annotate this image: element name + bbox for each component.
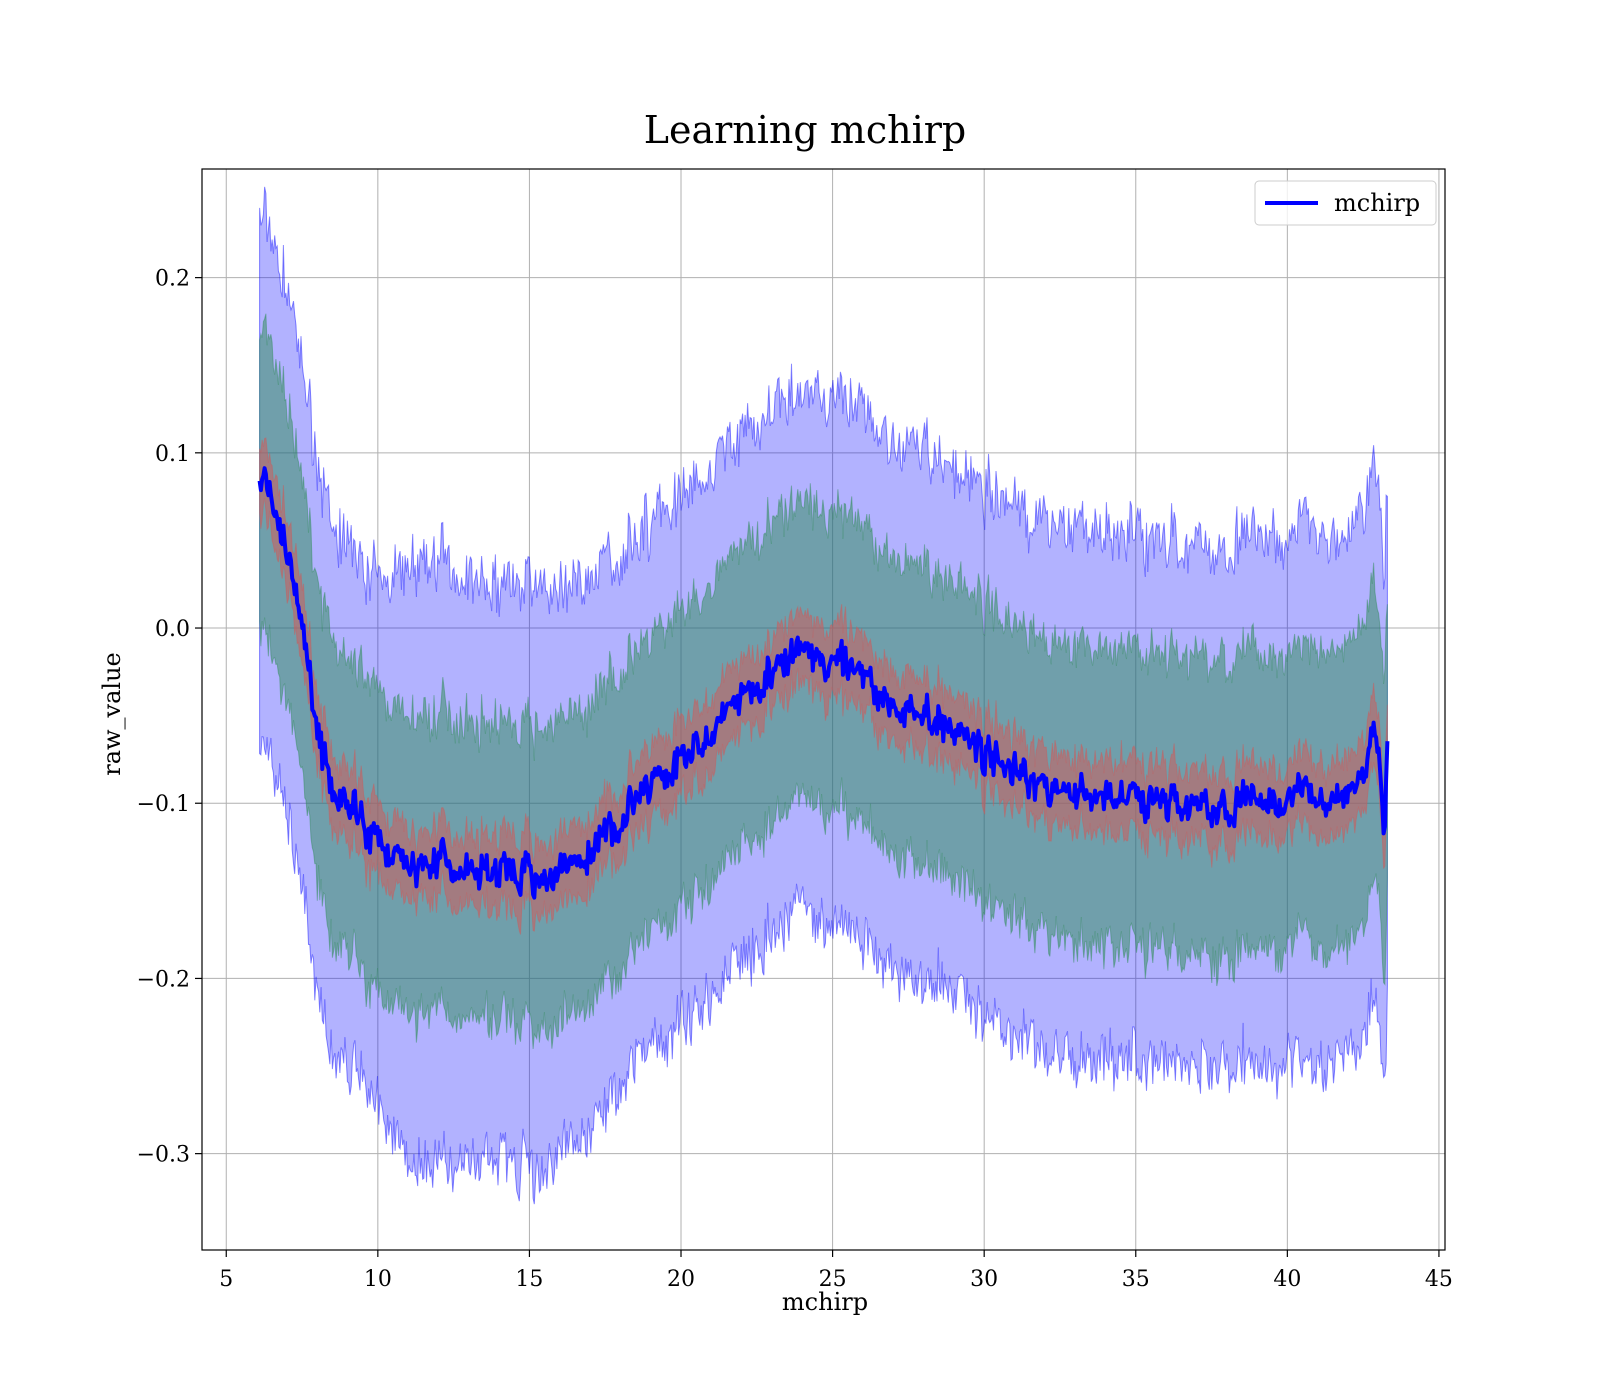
- y-tick-label-4: 0.1: [155, 442, 190, 467]
- y-tick-label-1: −0.2: [137, 967, 190, 992]
- y-tick-label-2: −0.1: [137, 792, 190, 817]
- x-tick-label-6: 35: [1122, 1267, 1150, 1292]
- x-axis-label: mchirp: [782, 1288, 868, 1316]
- y-tick-label-0: −0.3: [137, 1143, 190, 1168]
- x-tick-label-4: 25: [819, 1267, 847, 1292]
- x-tick-label-8: 45: [1425, 1267, 1453, 1292]
- x-axis-ticks: 5 10 15 20 25 30 35 40 45: [219, 1250, 1453, 1292]
- y-axis-ticks: −0.3 −0.2 −0.1 0.0 0.1 0.2: [137, 267, 202, 1168]
- chart-title: Learning mchirp: [644, 108, 966, 152]
- x-tick-label-2: 15: [515, 1267, 543, 1292]
- legend: mchirp: [1254, 180, 1437, 226]
- x-tick-label-5: 30: [970, 1267, 998, 1292]
- y-axis-label: raw_value: [98, 652, 126, 776]
- legend-box: [1254, 180, 1437, 226]
- y-tick-label-5: 0.2: [155, 267, 190, 292]
- series-line-mchirp: [257, 466, 1390, 900]
- x-tick-label-7: 40: [1273, 1267, 1301, 1292]
- x-tick-label-1: 10: [364, 1267, 392, 1292]
- plot-area-frame: [201, 168, 1446, 1251]
- series-lines: [257, 466, 1390, 900]
- legend-label-mchirp: mchirp: [1334, 189, 1420, 217]
- confidence-bands: [259, 186, 1388, 1205]
- x-tick-label-0: 5: [219, 1267, 233, 1292]
- x-tick-label-3: 20: [667, 1267, 695, 1292]
- y-tick-label-3: 0.0: [155, 617, 190, 642]
